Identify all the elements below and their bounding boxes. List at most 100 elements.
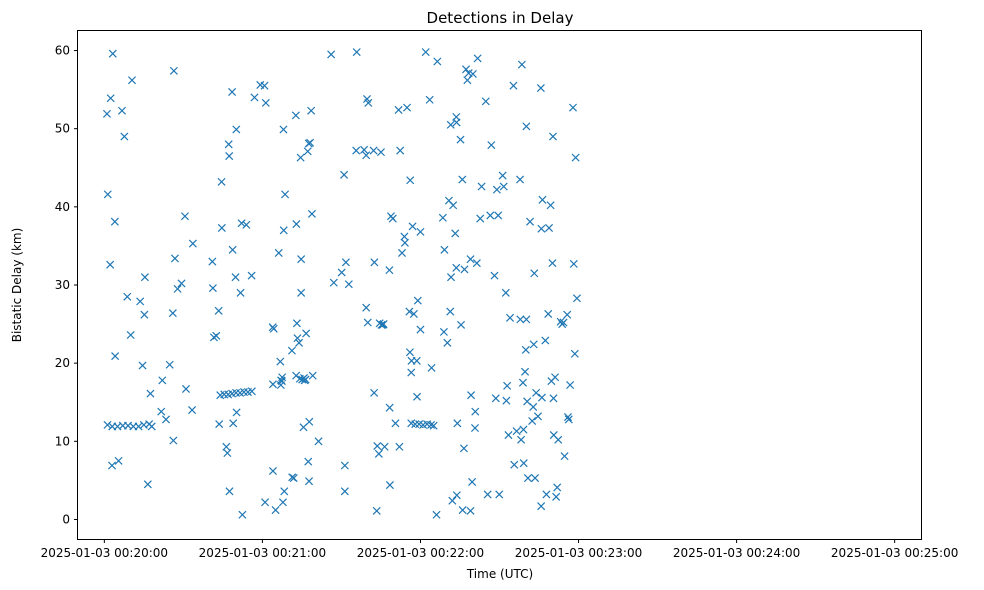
data-point	[110, 217, 119, 226]
data-point	[517, 60, 526, 69]
data-point	[537, 502, 546, 511]
data-point	[370, 258, 379, 267]
data-point	[236, 288, 245, 297]
data-point	[305, 417, 314, 426]
data-point	[396, 146, 405, 155]
data-point	[501, 288, 510, 297]
y-tick-label: 30	[55, 278, 70, 292]
data-point	[222, 442, 231, 451]
data-point	[395, 442, 404, 451]
data-point	[503, 381, 512, 390]
data-point	[301, 375, 310, 384]
data-point	[447, 273, 456, 282]
data-point	[510, 460, 519, 469]
data-point	[486, 211, 495, 220]
data-point	[526, 217, 535, 226]
data-point	[491, 394, 500, 403]
data-point	[165, 360, 174, 369]
data-point	[533, 412, 542, 421]
data-point	[529, 340, 538, 349]
x-tick-label: 2025-01-03 00:21:00	[199, 546, 326, 560]
data-point	[546, 201, 555, 210]
data-point	[260, 81, 269, 90]
data-point	[111, 352, 120, 361]
data-point	[169, 66, 178, 75]
data-point	[516, 315, 525, 324]
data-point	[337, 268, 346, 277]
data-point	[571, 153, 580, 162]
data-point	[281, 190, 290, 199]
data-point	[518, 378, 527, 387]
data-point	[294, 338, 304, 347]
data-point	[433, 57, 442, 66]
data-point	[376, 148, 385, 157]
data-point	[117, 106, 127, 115]
data-point	[223, 449, 232, 458]
data-point	[529, 402, 538, 411]
data-point	[225, 487, 234, 496]
data-point	[448, 496, 457, 505]
data-point	[188, 239, 197, 248]
data-point	[297, 288, 306, 297]
data-point	[127, 76, 137, 85]
data-point	[564, 415, 573, 424]
y-tick-label: 0	[62, 512, 70, 526]
data-point	[297, 255, 306, 264]
data-point	[512, 427, 521, 436]
y-axis: 0 10 20 30 40 50 60	[55, 44, 78, 526]
data-point	[120, 132, 129, 141]
data-point	[302, 329, 311, 338]
data-point	[380, 442, 389, 451]
data-point	[304, 457, 313, 466]
data-point	[530, 269, 539, 278]
data-point	[261, 98, 270, 107]
data-point	[106, 94, 115, 103]
data-point	[536, 84, 545, 93]
data-point	[362, 151, 371, 160]
data-point	[416, 227, 425, 236]
data-point	[280, 487, 289, 496]
data-point	[388, 214, 397, 223]
data-point	[385, 266, 394, 275]
data-point	[523, 474, 532, 483]
data-point	[537, 224, 546, 233]
data-point	[232, 408, 241, 417]
data-point	[217, 177, 226, 186]
data-point	[305, 477, 314, 486]
data-point	[369, 146, 378, 155]
data-point	[374, 449, 383, 458]
y-axis-label: Bistatic Delay (km)	[10, 228, 24, 343]
data-point	[568, 103, 578, 112]
data-point	[340, 461, 349, 470]
data-point	[545, 223, 554, 232]
data-point	[308, 371, 317, 380]
data-point	[425, 95, 434, 104]
data-point	[453, 419, 462, 428]
data-point	[102, 109, 112, 118]
data-point	[487, 141, 496, 150]
data-point	[458, 175, 467, 184]
data-point	[341, 258, 350, 267]
data-point	[566, 381, 575, 390]
data-point	[432, 510, 441, 519]
data-point	[278, 373, 287, 382]
data-point	[440, 245, 449, 254]
data-point	[459, 444, 468, 453]
data-point	[314, 437, 323, 446]
data-point	[427, 363, 436, 372]
data-point	[572, 294, 581, 303]
data-point	[168, 309, 177, 318]
data-point	[519, 425, 528, 434]
data-point	[451, 229, 460, 238]
data-point	[126, 330, 135, 340]
data-point	[247, 271, 256, 280]
data-point	[268, 466, 277, 476]
data-point	[398, 248, 407, 257]
data-point	[114, 456, 123, 465]
data-point	[228, 87, 237, 96]
data-point	[157, 407, 166, 416]
data-point	[276, 357, 285, 366]
data-point	[208, 284, 217, 293]
data-point	[360, 145, 369, 154]
x-tick-label: 2025-01-03 00:20:00	[41, 546, 168, 560]
